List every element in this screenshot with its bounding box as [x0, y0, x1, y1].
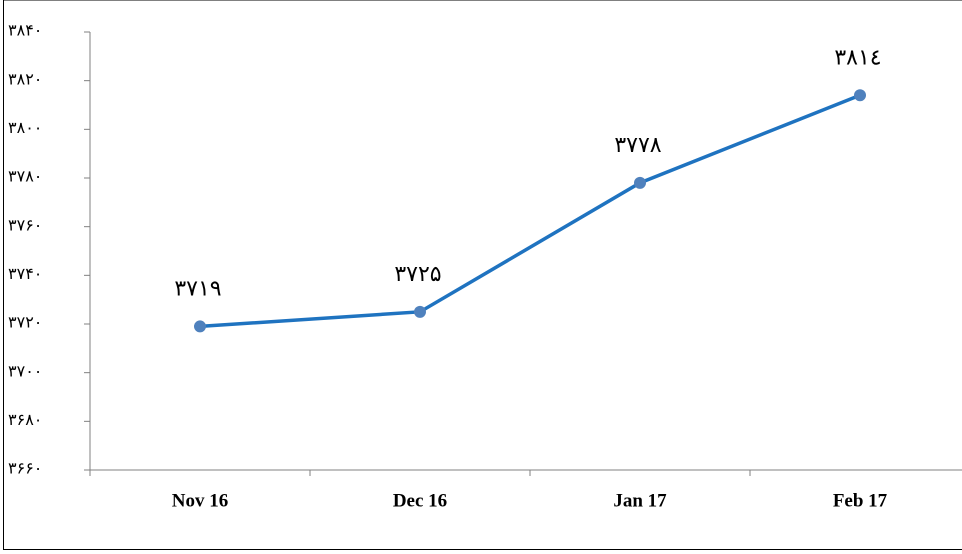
data-label: ۳۸۱٤ — [834, 44, 881, 69]
frame — [3, 0, 962, 550]
data-label: ۳۷۱۹ — [174, 275, 221, 300]
y-tick-label: ۳۷۸۰ — [8, 169, 42, 186]
data-label: ۳۷۷۸ — [614, 132, 661, 157]
y-tick-label: ۳۷۶۰ — [8, 217, 42, 234]
y-tick-label: ۳۶۸۰ — [8, 412, 42, 429]
line — [199, 93, 861, 329]
x-tick-label: Nov 16 — [172, 490, 228, 511]
y-tick-label: ۳۷۴۰ — [8, 266, 42, 283]
marker — [194, 320, 206, 333]
marker — [854, 89, 866, 102]
marker — [414, 305, 426, 318]
x-tick-label: Dec 16 — [393, 490, 447, 511]
marker — [634, 176, 646, 189]
data-label: ۳۷۲۵ — [394, 261, 441, 286]
y-tick-label: ۳۶۶۰ — [8, 461, 42, 478]
y-tick-label: ۳۷۰۰ — [8, 363, 42, 380]
y-tick-label: ۳۸۰۰ — [8, 120, 42, 137]
y-tick-label: ۳۷۲۰ — [8, 315, 42, 332]
y-tick-label: ۳۸۴۰ — [8, 23, 42, 40]
y-tick-label: ۳۸۲۰ — [8, 71, 42, 88]
x-tick-label: Jan 17 — [613, 490, 667, 511]
x-tick-label: Feb 17 — [833, 490, 888, 511]
